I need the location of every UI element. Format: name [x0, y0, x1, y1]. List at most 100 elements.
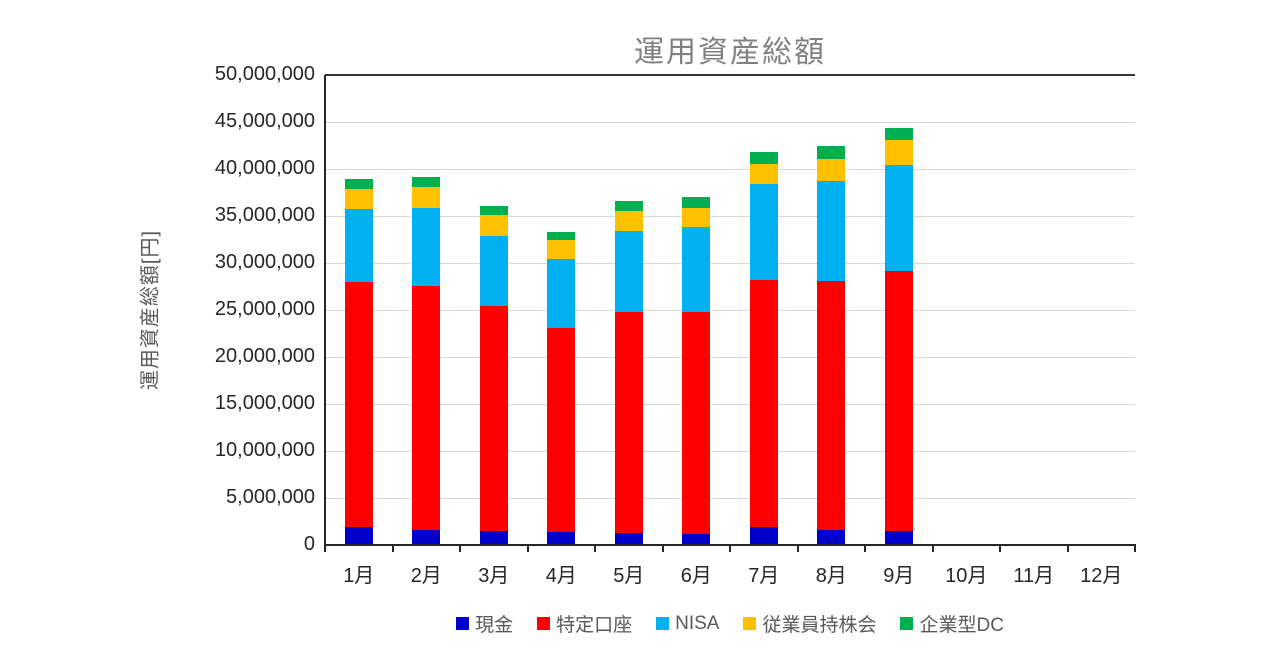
legend-label: NISA	[675, 612, 720, 634]
bar-segment-特定口座-3月[interactable]	[479, 306, 508, 531]
legend-swatch	[456, 617, 470, 630]
x-axis-tick	[526, 546, 529, 552]
x-axis-line	[324, 544, 1136, 546]
plot-area	[325, 74, 1135, 545]
legend-swatch	[900, 617, 914, 630]
bar-segment-NISA-8月[interactable]	[817, 181, 846, 281]
bar-segment-現金-5月[interactable]	[614, 532, 643, 545]
legend-label: 特定口座	[556, 615, 633, 636]
bar-segment-特定口座-9月[interactable]	[884, 270, 913, 531]
x-tick-label: 6月	[680, 565, 712, 587]
y-tick-label: 10,000,000	[214, 439, 315, 461]
bar-segment-特定口座-6月[interactable]	[682, 311, 711, 534]
gridline	[325, 262, 1135, 264]
legend-item-特定口座[interactable]: 特定口座	[537, 610, 632, 637]
bar-segment-現金-3月[interactable]	[479, 530, 508, 545]
y-tick-label: 50,000,000	[214, 63, 315, 85]
bar-segment-企業型DC-6月[interactable]	[682, 197, 711, 209]
y-tick-label: 15,000,000	[214, 392, 315, 414]
bar-segment-従業員持株会-8月[interactable]	[817, 158, 846, 182]
legend-label: 従業員持株会	[762, 615, 877, 636]
x-tick-label: 3月	[478, 565, 510, 587]
x-axis-tick	[661, 546, 664, 552]
bar-segment-従業員持株会-3月[interactable]	[479, 215, 508, 236]
legend-item-現金[interactable]: 現金	[456, 610, 513, 637]
x-tick-label: 11月	[1013, 565, 1055, 587]
bar-segment-従業員持株会-4月[interactable]	[547, 240, 576, 260]
bar-segment-従業員持株会-5月[interactable]	[614, 211, 643, 232]
bar-segment-NISA-5月[interactable]	[614, 231, 643, 312]
bar-segment-企業型DC-8月[interactable]	[817, 145, 846, 159]
bar-segment-企業型DC-4月[interactable]	[547, 232, 576, 241]
bar-segment-従業員持株会-7月[interactable]	[749, 164, 778, 185]
y-tick-label: 0	[303, 533, 315, 555]
x-axis-tick	[931, 546, 934, 552]
x-tick-label: 4月	[545, 565, 577, 587]
gridline	[325, 309, 1135, 311]
y-tick-label: 30,000,000	[214, 251, 315, 273]
legend-item-NISA[interactable]: NISA	[656, 613, 719, 635]
bar-segment-特定口座-4月[interactable]	[547, 327, 576, 532]
x-axis-tick	[594, 546, 596, 552]
x-axis-tick	[864, 546, 866, 552]
legend-label: 企業型DC	[919, 615, 1004, 636]
bar-segment-特定口座-5月[interactable]	[614, 311, 643, 533]
bar-segment-NISA-6月[interactable]	[682, 227, 711, 312]
gridline	[325, 450, 1135, 452]
y-axis-line	[324, 75, 326, 546]
bar-segment-NISA-4月[interactable]	[547, 259, 576, 328]
bar-segment-特定口座-8月[interactable]	[817, 280, 846, 530]
bar-segment-NISA-2月[interactable]	[412, 208, 441, 286]
chart-title: 運用資産総額	[634, 36, 826, 69]
gridline	[325, 403, 1135, 405]
bar-segment-企業型DC-5月[interactable]	[614, 200, 643, 212]
bar-segment-現金-6月[interactable]	[682, 533, 711, 545]
bar-segment-NISA-1月[interactable]	[344, 209, 373, 282]
bar-segment-特定口座-1月[interactable]	[344, 281, 373, 528]
bar-segment-企業型DC-3月[interactable]	[479, 205, 508, 216]
legend-item-従業員持株会[interactable]: 従業員持株会	[743, 610, 876, 637]
y-tick-label: 25,000,000	[214, 298, 315, 320]
y-tick-label: 20,000,000	[214, 345, 315, 367]
bar-segment-現金-1月[interactable]	[344, 527, 373, 545]
bar-segment-現金-2月[interactable]	[412, 529, 441, 545]
gridline	[325, 74, 1135, 76]
x-axis-tick	[729, 546, 731, 552]
x-tick-label: 9月	[883, 565, 915, 587]
x-tick-label: 1月	[343, 565, 375, 587]
bar-segment-従業員持株会-2月[interactable]	[412, 186, 441, 209]
x-tick-label: 10月	[945, 565, 988, 587]
bar-segment-NISA-7月[interactable]	[749, 184, 778, 280]
bar-segment-特定口座-2月[interactable]	[412, 285, 441, 530]
bar-segment-従業員持株会-6月[interactable]	[682, 208, 711, 228]
x-axis-tick	[324, 546, 326, 552]
bar-segment-現金-8月[interactable]	[817, 529, 846, 545]
bar-segment-企業型DC-2月[interactable]	[412, 177, 441, 187]
x-tick-label: 5月	[613, 565, 645, 587]
bar-segment-従業員持株会-9月[interactable]	[884, 139, 913, 166]
gridline	[325, 168, 1135, 170]
x-axis-tick	[459, 546, 461, 552]
legend-item-企業型DC[interactable]: 企業型DC	[900, 610, 1004, 637]
bar-segment-現金-7月[interactable]	[749, 527, 778, 545]
bar-segment-企業型DC-9月[interactable]	[884, 127, 913, 140]
bar-segment-企業型DC-7月[interactable]	[749, 152, 778, 165]
x-axis-tick	[1134, 546, 1136, 552]
legend: 現金 特定口座 NISA 従業員持株会 企業型DC	[325, 610, 1135, 637]
x-axis-tick	[391, 546, 394, 552]
legend-label: 現金	[475, 615, 514, 636]
bar-segment-従業員持株会-1月[interactable]	[344, 188, 373, 210]
bar-segment-現金-9月[interactable]	[884, 530, 913, 545]
bar-segment-現金-4月[interactable]	[547, 531, 576, 545]
bar-segment-NISA-3月[interactable]	[479, 235, 508, 307]
x-tick-label: 8月	[815, 565, 847, 587]
x-tick-label: 7月	[748, 565, 780, 587]
bar-segment-特定口座-7月[interactable]	[749, 279, 778, 528]
legend-swatch	[656, 617, 670, 630]
gridline	[325, 215, 1135, 217]
bar-segment-企業型DC-1月[interactable]	[344, 179, 373, 189]
legend-swatch	[743, 617, 757, 630]
bar-segment-NISA-9月[interactable]	[884, 165, 913, 271]
x-tick-label: 2月	[410, 565, 442, 587]
x-axis-tick	[796, 546, 799, 552]
